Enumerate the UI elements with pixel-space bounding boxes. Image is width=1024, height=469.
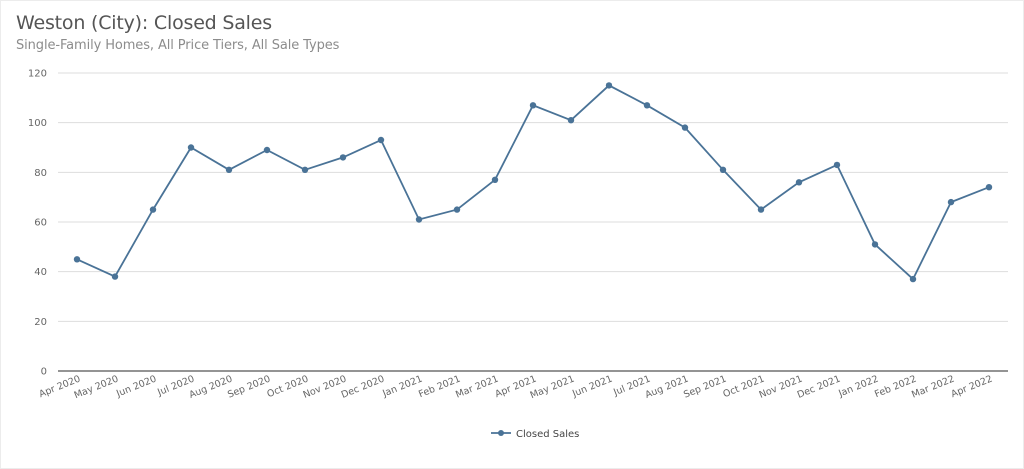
x-tick-label: Mar 2021 [454,374,500,401]
data-point[interactable] [73,256,81,263]
x-tick-label: Jun 2021 [570,374,614,400]
x-tick-label: Dec 2021 [796,374,842,401]
x-tick-label: Dec 2020 [340,374,386,401]
x-tick-label: Mar 2022 [910,374,956,401]
data-point[interactable] [187,144,195,151]
data-point[interactable] [681,124,689,131]
data-point[interactable] [757,206,765,213]
data-point[interactable] [453,206,461,213]
data-point[interactable] [833,161,841,169]
series-markers [73,82,993,283]
x-tick-label: Feb 2021 [417,374,462,401]
data-point[interactable] [909,275,917,283]
x-tick-label: Aug 2020 [188,374,235,401]
data-point[interactable] [567,117,575,124]
x-tick-label: May 2020 [73,374,121,402]
data-point[interactable] [149,206,157,213]
data-point[interactable] [985,184,993,191]
x-tick-label: Aug 2021 [644,374,691,401]
data-point[interactable] [947,198,955,206]
series-line-closed-sales [76,84,990,281]
x-tick-label: Jan 2021 [380,374,424,400]
gridlines [58,72,1008,322]
x-tick-label: Feb 2022 [873,374,918,401]
x-tick-label: Nov 2021 [758,374,805,401]
data-point[interactable] [415,216,423,223]
legend-label: Closed Sales [516,429,579,440]
data-point[interactable] [529,102,537,109]
data-point[interactable] [643,102,651,109]
data-point[interactable] [377,136,385,144]
y-tick-label: 40 [34,267,47,278]
data-point[interactable] [605,82,613,89]
x-tick-label: May 2021 [529,374,577,402]
data-point[interactable] [339,154,347,161]
data-point[interactable] [871,241,879,248]
data-point[interactable] [795,179,803,186]
y-tick-label: 100 [28,118,47,129]
data-point[interactable] [719,166,727,173]
legend-marker-icon [498,430,504,436]
x-tick-label: Nov 2020 [302,374,349,401]
legend[interactable]: Closed Sales [491,429,579,440]
y-tick-label: 80 [34,168,47,179]
y-tick-label: 20 [34,317,47,328]
data-point[interactable] [301,166,309,173]
y-tick-label: 120 [28,69,47,80]
x-tick-label: Sep 2020 [226,374,272,401]
x-tick-label: Jan 2022 [836,374,880,400]
x-tick-label: Sep 2021 [682,374,728,401]
y-axis: 0 20 40 60 80 100 120 [28,69,47,378]
data-point[interactable] [111,273,119,280]
data-point[interactable] [491,176,499,183]
y-tick-label: 0 [41,367,47,378]
y-tick-label: 60 [34,218,47,229]
data-point[interactable] [263,146,271,154]
x-tick-label: Jun 2020 [114,374,158,400]
x-tick-label: Apr 2022 [950,374,995,401]
chart-title: Weston (City): Closed Sales [16,12,272,34]
data-point[interactable] [225,166,233,173]
chart-subtitle: Single-Family Homes, All Price Tiers, Al… [16,38,340,53]
